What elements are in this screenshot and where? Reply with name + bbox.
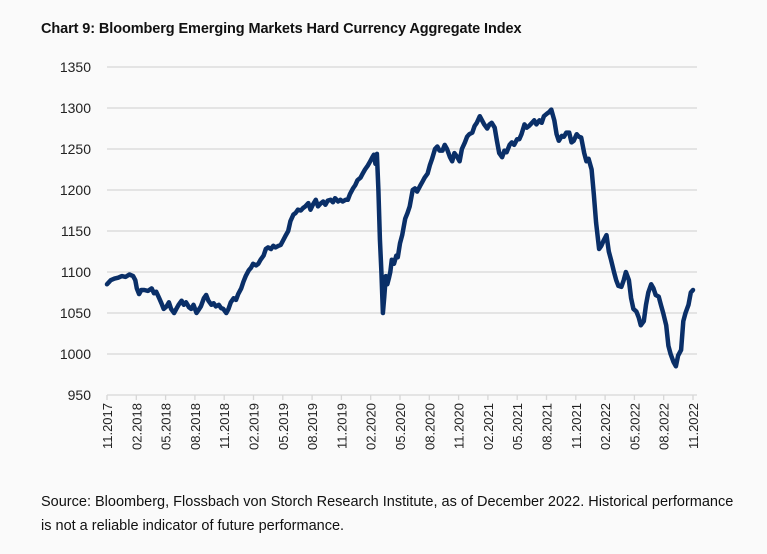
y-axis: 1350 1300 1250 1200 1150 1100 1050 1000 950 [60,59,91,403]
x-tick-label: 05.2022 [627,403,642,450]
x-tick-label: 08.2019 [305,403,320,450]
x-tick-label: 05.2019 [276,403,291,450]
x-tick-label: 08.2020 [422,403,437,450]
x-tick-label: 11.2019 [334,403,349,449]
series-line [104,107,696,369]
x-tick-label: 08.2018 [188,403,203,450]
x-tick-label: 02.2022 [598,403,613,450]
y-tick-label: 1200 [60,182,91,198]
x-tick-label: 08.2021 [540,403,555,450]
x-tick-label: 11.2018 [217,403,232,449]
x-axis: 11.2017 02.2018 05.2018 08.2018 11.2018 02.20… [100,394,701,450]
x-tick-label: 11.2020 [452,403,467,449]
x-tick-label: 02.2020 [364,403,379,450]
x-tick-label: 08.2022 [657,403,672,450]
x-tick-label: 05.2018 [159,403,174,450]
y-tick-label: 950 [68,387,92,403]
y-tick-label: 1100 [61,264,91,280]
x-tick-label: 11.2022 [686,403,701,449]
y-tick-label: 1300 [60,100,91,116]
x-tick-label: 02.2021 [481,403,496,450]
source-note: Source: Bloomberg, Flossbach von Storch … [41,494,734,534]
y-tick-label: 1000 [60,346,91,362]
series-layer [104,107,696,369]
x-tick-label: 11.2017 [100,403,115,449]
chart-title: Chart 9: Bloomberg Emerging Markets Hard… [41,21,522,37]
line-chart: 1350 1300 1250 1200 1150 1100 1050 1000 950 11.2… [60,59,701,450]
x-tick-label: 11.2021 [569,403,584,449]
x-tick-label: 05.2020 [393,403,408,450]
y-tick-label: 1350 [60,59,91,75]
y-tick-label: 1050 [60,305,91,321]
x-tick-label: 02.2019 [247,403,262,450]
x-tick-label: 02.2018 [129,403,144,450]
y-tick-label: 1150 [61,223,91,239]
y-tick-label: 1250 [60,141,91,157]
x-tick-label: 05.2021 [510,403,525,450]
